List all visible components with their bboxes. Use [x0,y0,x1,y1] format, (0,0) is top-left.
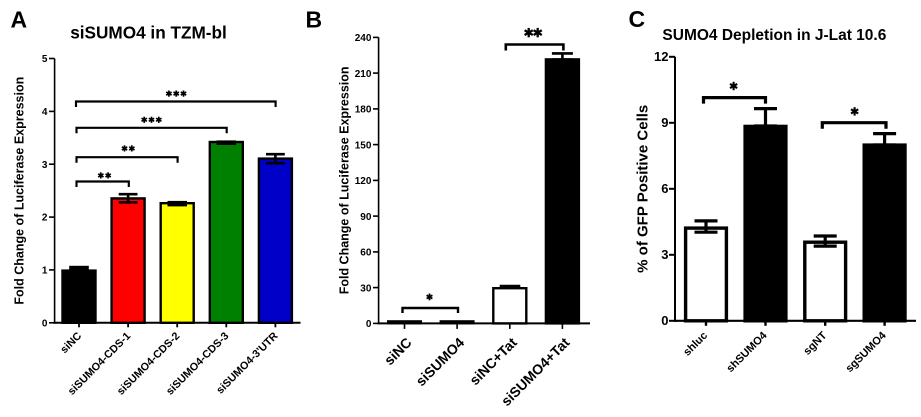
svg-text:3: 3 [661,247,668,262]
svg-text:0: 0 [661,313,668,328]
svg-text:0: 0 [42,318,48,329]
svg-text:Fold Change of Luciferase Expr: Fold Change of Luciferase Expression [13,77,27,305]
svg-text:C: C [629,6,646,32]
svg-text:1: 1 [42,266,48,277]
svg-text:0: 0 [366,319,372,330]
svg-text:SUMO4 Depletion in J-Lat 10.6: SUMO4 Depletion in J-Lat 10.6 [662,27,886,44]
svg-text:210: 210 [355,69,372,80]
svg-text:90: 90 [360,212,372,223]
svg-text:Fold Change of Luciferase Expr: Fold Change of Luciferase Expression [338,66,352,294]
svg-text:30: 30 [360,283,372,294]
svg-text:6: 6 [661,181,668,196]
svg-text:120: 120 [355,176,372,187]
svg-text:12: 12 [654,49,668,64]
svg-text:9: 9 [661,115,668,130]
svg-text:% of GFP Positive Cells: % of GFP Positive Cells [635,105,652,273]
svg-text:B: B [306,7,323,33]
svg-text:5: 5 [42,54,48,65]
svg-text:180: 180 [355,105,372,116]
svg-text:60: 60 [360,248,372,259]
svg-text:240: 240 [355,33,372,44]
svg-text:siSUMO4 in TZM-bl: siSUMO4 in TZM-bl [70,23,227,43]
svg-text:150: 150 [355,140,372,151]
svg-text:A: A [11,7,28,33]
svg-text:2: 2 [42,213,48,224]
svg-text:3: 3 [42,160,48,171]
svg-text:4: 4 [42,107,48,118]
